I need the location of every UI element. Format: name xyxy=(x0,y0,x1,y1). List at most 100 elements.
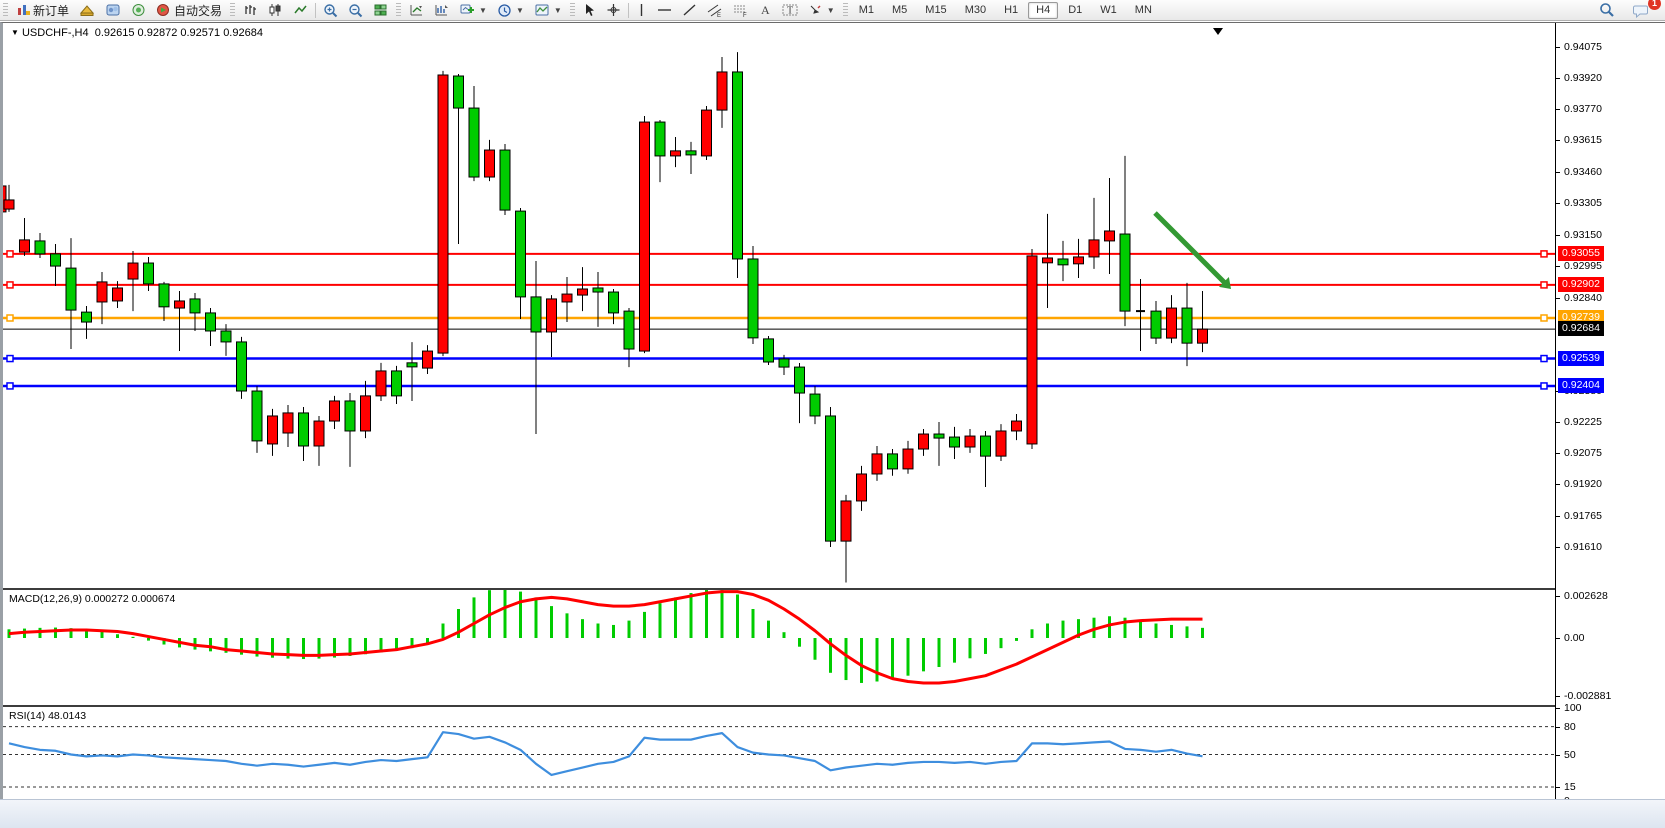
macd-pane[interactable]: MACD(12,26,9) 0.000272 0.000674 xyxy=(3,588,1555,702)
price-axis[interactable]: 0.94075 0.93920 0.93770 0.93615 0.93460 0.933… xyxy=(1555,23,1665,821)
tile-windows-icon[interactable] xyxy=(368,1,393,19)
svg-text:T: T xyxy=(787,6,793,17)
price-axis-label: 0.93920 xyxy=(1564,72,1602,85)
new-order-icon xyxy=(18,5,30,15)
price-axis-label: 0.93305 xyxy=(1564,197,1602,210)
price-axis-label: 0.91920 xyxy=(1564,478,1602,491)
axis-tick xyxy=(1556,297,1560,299)
line-chart-icon[interactable] xyxy=(288,1,313,19)
rsi-axis-label: 50 xyxy=(1564,748,1576,761)
rsi-label: RSI(14) 48.0143 xyxy=(9,710,87,722)
timeframe-button-m15[interactable]: M15 xyxy=(925,3,947,16)
indicator-list-icon[interactable] xyxy=(404,1,429,19)
text-icon[interactable]: A xyxy=(754,1,777,19)
notification-badge: 1 xyxy=(1648,0,1661,10)
chart-window: ▼ USDCHF-,H4 0.92615 0.92872 0.92571 0.9… xyxy=(0,22,1665,821)
price-axis-label: 0.93150 xyxy=(1564,228,1602,241)
axis-tick xyxy=(1556,78,1560,80)
axis-tick xyxy=(1556,638,1560,639)
notifications-icon[interactable]: 1 xyxy=(1628,0,1661,19)
rsi-axis-label: 100 xyxy=(1564,702,1582,714)
timeframe-button-mn[interactable]: MN xyxy=(1134,3,1152,16)
timeframe-button-h4[interactable]: H4 xyxy=(1028,1,1059,19)
axis-tick xyxy=(1556,787,1560,789)
bar-chart-icon[interactable] xyxy=(238,1,263,19)
price-axis-label: 0.91765 xyxy=(1564,509,1602,522)
price-axis-label: 0.91610 xyxy=(1564,541,1602,553)
price-axis-label: 0.92995 xyxy=(1564,260,1602,273)
equidistant-channel-icon[interactable]: E xyxy=(702,1,728,19)
svg-text:A: A xyxy=(761,3,770,17)
fibonacci-icon[interactable]: F xyxy=(728,1,754,19)
price-axis-label: 0.92840 xyxy=(1564,291,1602,304)
price-badge: 0.93055 xyxy=(1558,245,1604,261)
new-order-label: 新订单 xyxy=(33,3,70,18)
trend-arrow-annotation xyxy=(1218,276,1231,289)
rsi-pane[interactable]: RSI(14) 48.0143 xyxy=(3,705,1555,800)
price-axis-label: 0.92075 xyxy=(1564,446,1602,459)
trendline-icon[interactable] xyxy=(677,1,702,19)
candlestick-chart-icon[interactable] xyxy=(263,1,288,19)
search-icon[interactable] xyxy=(1594,1,1620,19)
price-axis-label: 0.93460 xyxy=(1564,165,1602,178)
price-badge: 0.92404 xyxy=(1558,377,1604,393)
chart-symbol-period: USDCHF-,H4 xyxy=(21,27,89,39)
toolbar-grip[interactable] xyxy=(842,2,848,18)
axis-tick xyxy=(1556,234,1560,236)
axis-tick xyxy=(1556,452,1560,454)
axis-tick xyxy=(1556,754,1560,756)
zoom-out-icon[interactable] xyxy=(343,1,368,19)
axis-tick xyxy=(1556,696,1560,697)
auto-trading-button[interactable]: 自动交易 xyxy=(151,1,227,19)
periods-icon[interactable]: ▼ xyxy=(492,1,529,19)
axis-tick xyxy=(1556,140,1560,142)
toolbar-grip[interactable] xyxy=(230,2,236,18)
axis-tick xyxy=(1556,547,1560,548)
timeframe-button-m5[interactable]: M5 xyxy=(892,3,908,16)
new-order-button[interactable]: 新订单 xyxy=(11,1,74,19)
price-axis-label: 0.94075 xyxy=(1564,41,1602,53)
chart-collapse-icon[interactable]: ▼ xyxy=(11,28,19,37)
crosshair-icon[interactable] xyxy=(601,1,626,19)
main-chart-pane[interactable] xyxy=(3,23,1555,585)
toolbar: 新订单 自动交易 xyxy=(0,0,1665,21)
axis-tick xyxy=(1556,484,1560,486)
timeframe-button-d1[interactable]: D1 xyxy=(1068,3,1083,16)
timeframe-group: M1 M5 M15 M30 H1 H4 D1 W1 MN xyxy=(851,1,1160,19)
auto-trading-label: 自动交易 xyxy=(174,3,223,18)
axis-tick xyxy=(1556,171,1560,173)
chart-shift-marker[interactable] xyxy=(1213,28,1223,35)
macd-axis-label: -0.002881 xyxy=(1564,690,1612,702)
chart-ohlc-values: 0.92615 0.92872 0.92571 0.92684 xyxy=(94,27,263,39)
macd-axis-label: 0.00 xyxy=(1564,632,1585,644)
horizontal-line-icon[interactable] xyxy=(652,1,677,19)
text-label-icon[interactable]: T xyxy=(777,1,803,19)
templates-icon[interactable]: ▼ xyxy=(529,1,567,19)
cursor-icon[interactable] xyxy=(578,1,601,19)
price-axis-label: 0.93615 xyxy=(1564,134,1602,147)
vertical-line-icon[interactable] xyxy=(631,1,652,19)
timeframe-button-m1[interactable]: M1 xyxy=(858,3,874,16)
data-window-icon[interactable] xyxy=(429,1,454,19)
zoom-in-icon[interactable] xyxy=(318,1,343,19)
axis-tick xyxy=(1556,422,1560,424)
timeframe-button-w1[interactable]: W1 xyxy=(1100,3,1117,16)
chart-profile-icon[interactable] xyxy=(74,1,100,19)
macd-label: MACD(12,26,9) 0.000272 0.000674 xyxy=(9,593,176,605)
add-indicator-icon[interactable]: ▼ xyxy=(454,1,492,19)
market-watch-icon[interactable] xyxy=(100,1,126,19)
toolbar-grip[interactable] xyxy=(3,2,8,18)
status-strip xyxy=(0,799,1665,828)
chart-title: ▼ USDCHF-,H4 0.92615 0.92872 0.92571 0.9… xyxy=(11,27,263,39)
toolbar-grip[interactable] xyxy=(569,2,575,18)
navigator-icon[interactable] xyxy=(126,1,151,19)
price-axis-label: 0.92225 xyxy=(1564,416,1602,429)
price-badge: 0.92902 xyxy=(1558,276,1604,292)
svg-text:F: F xyxy=(743,13,747,18)
timeframe-button-h1[interactable]: H1 xyxy=(1004,3,1019,16)
auto-trading-icon xyxy=(157,4,170,16)
macd-axis-label: 0.002628 xyxy=(1564,590,1608,602)
timeframe-button-m30[interactable]: M30 xyxy=(964,3,987,16)
toolbar-grip[interactable] xyxy=(396,2,402,18)
arrow-shapes-icon[interactable]: ▼ xyxy=(803,1,840,19)
